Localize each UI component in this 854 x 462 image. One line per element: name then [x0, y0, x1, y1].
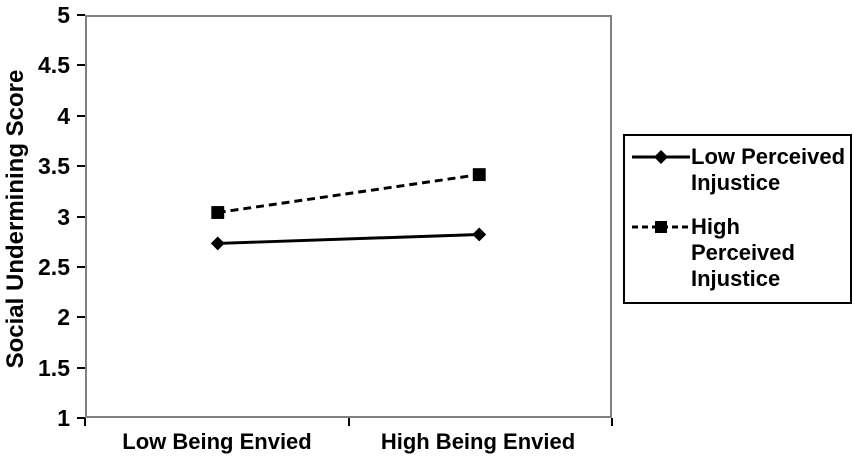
y-tick-mark — [77, 14, 85, 16]
square-marker-high-perceived-injustice — [472, 168, 486, 182]
legend-sample-square-icon — [632, 221, 690, 233]
x-tick-label-high-being-envied: High Being Envied — [380, 429, 576, 454]
legend-sample-square-icon — [655, 221, 667, 233]
y-tick-label: 1.5 — [38, 354, 70, 381]
y-tick-label: 2.5 — [38, 253, 70, 280]
x-tick-label-low-being-envied: Low Being Envied — [122, 429, 312, 454]
plot-area — [85, 15, 612, 418]
series-line-high-perceived-injustice — [217, 173, 480, 214]
y-tick-mark — [77, 165, 85, 168]
y-tick-mark — [77, 215, 85, 218]
y-tick-label: 2 — [57, 304, 70, 331]
y-tick-label: 4.5 — [38, 52, 70, 79]
y-tick-label: 5 — [57, 2, 70, 28]
y-tick-label: 3.5 — [38, 153, 70, 180]
legend-sample-diamond-icon — [632, 150, 690, 164]
legend: Low Perceived Injustice High Perceived In… — [623, 134, 852, 304]
y-tick-label: 4 — [57, 102, 70, 129]
series-canvas — [210, 168, 487, 251]
y-tick-mark — [77, 64, 85, 67]
x-tick-mark — [347, 418, 350, 426]
y-tick-mark — [77, 114, 85, 117]
y-tick-mark — [77, 366, 85, 369]
square-marker-high-perceived-injustice — [211, 206, 225, 219]
x-tick-mark — [611, 418, 613, 426]
legend-label-low-perceived-injustice: Low Perceived Injustice — [691, 144, 846, 195]
x-tick-mark — [84, 418, 86, 426]
y-tick-mark — [77, 417, 85, 419]
y-tick-label: 1 — [57, 405, 70, 431]
y-tick-mark — [77, 316, 85, 319]
legend-entry-high-perceived-injustice: High Perceived Injustice — [631, 214, 846, 292]
series-line-low-perceived-injustice — [217, 232, 480, 245]
legend-entries: Low Perceived Injustice High Perceived In… — [631, 144, 846, 292]
y-tick-mark — [77, 265, 85, 268]
legend-sample-diamond-icon — [654, 150, 668, 164]
diamond-marker-low-perceived-injustice — [472, 227, 487, 242]
diamond-marker-low-perceived-injustice — [210, 236, 225, 251]
legend-label-high-perceived-injustice: High Perceived Injustice — [691, 214, 795, 291]
y-tick-label: 3 — [57, 203, 70, 230]
legend-entry-low-perceived-injustice: Low Perceived Injustice — [631, 144, 846, 196]
